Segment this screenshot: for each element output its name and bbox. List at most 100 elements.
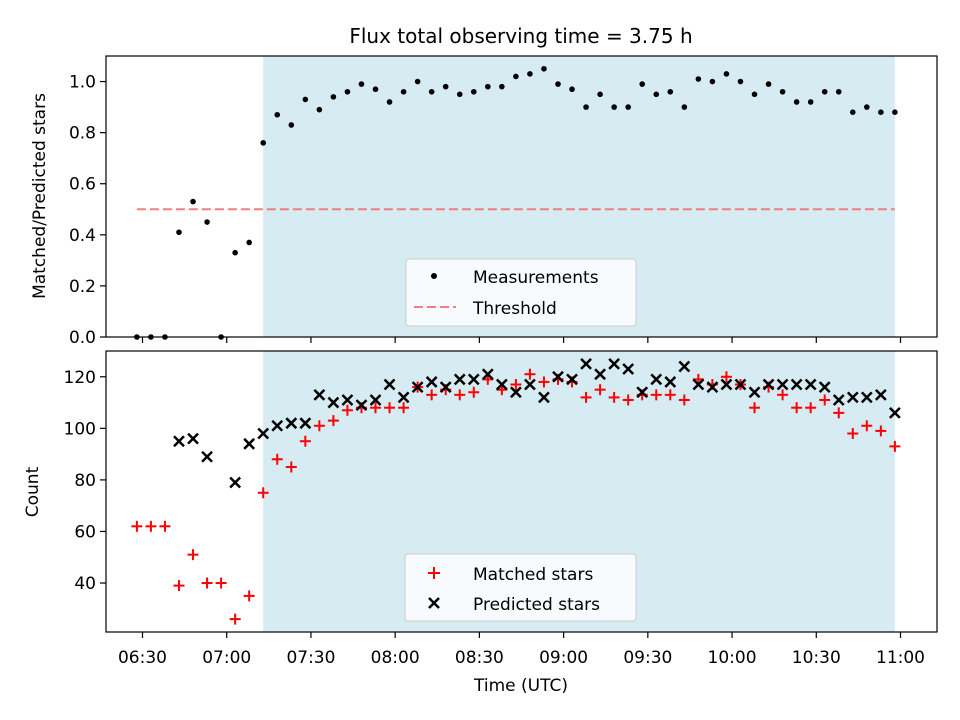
matched-star-point [833,407,845,419]
predicted-star-point [874,388,887,401]
matched-star-point [875,425,887,437]
matched-star-point [664,389,676,401]
predicted-star-point [383,378,396,391]
predicted-star-point [678,360,691,373]
matched-star-point [299,435,311,447]
predicted-star-point [734,378,747,391]
predicted-star-point [580,358,592,370]
top-y-axis-label: Matched/Predicted stars [30,93,50,299]
matched-star-point [131,520,143,532]
legend-measurements-marker [431,273,437,279]
measurement-point [358,81,365,87]
measurement-point [400,88,407,95]
matched-star-point [720,371,732,383]
top-y-tick-label: 0.2 [69,277,96,297]
matched-star-point [580,391,592,403]
legend-predicted-marker [428,597,440,609]
x-tick-label: 07:30 [286,648,335,668]
x-axis-label: Time (UTC) [473,676,568,696]
measurement-point [892,109,898,115]
measurement-point [442,83,449,90]
measurement-point [765,81,772,87]
predicted-star-point [355,399,368,412]
bottom-y-tick-label: 120 [64,368,96,388]
x-tick-label: 11:00 [876,648,925,668]
predicted-star-point [313,388,326,401]
measurement-point [779,88,786,95]
predicted-star-point [594,368,606,381]
predicted-star-point [762,378,775,391]
measurement-point [499,83,505,90]
legend-measurements-label: Measurements [473,268,599,288]
predicted-star-point [397,391,410,404]
predicted-star-point [804,378,817,391]
predicted-star-point [524,378,536,391]
measurement-point [456,91,463,98]
top-panel: 0.0 0.2 0.4 0.6 0.8 1.0 Matched/Predicted sta… [30,55,938,348]
matched-star-point [454,389,466,401]
measurement-point [667,88,674,95]
predicted-star-point [720,378,733,391]
measurement-point [260,140,267,146]
predicted-star-point [636,386,649,399]
matched-star-point [285,461,297,473]
measurement-point [288,122,295,128]
matched-star-point [229,613,241,625]
predicted-star-point [566,373,578,386]
predicted-star-point [299,417,312,430]
predicted-star-point [664,376,677,388]
x-tick-label: 10:30 [792,648,841,668]
measurement-point [428,88,435,95]
matched-star-point [594,384,606,396]
matched-star-point [538,376,550,388]
predicted-star-point [608,358,621,370]
predicted-star-point [889,406,901,419]
matched-star-point [327,415,339,427]
matched-star-point [201,577,213,589]
matched-star-point [805,402,817,414]
predicted-star-point [846,391,859,404]
predicted-star-point [776,378,789,391]
measurement-point [878,109,884,115]
measurement-point [709,78,716,85]
x-tick-label: 07:00 [202,648,251,668]
predicted-star-point [411,381,424,393]
bottom-y-tick-label: 80 [74,471,96,491]
legend-threshold-label: Threshold [472,299,557,319]
predicted-star-point [467,373,480,386]
chart-title: Flux total observing time = 3.75 h [349,24,692,48]
measurement-point [597,91,603,98]
legend-predicted-label: Predicted stars [473,595,600,615]
matched-star-point [384,402,396,414]
matched-star-point [187,549,199,561]
measurement-point [541,65,547,72]
measurement-point [414,78,421,85]
top-axes-frame [105,55,938,338]
predicted-star-point [818,381,831,393]
predicted-star-point [748,386,761,399]
matched-star-point [271,453,283,465]
top-y-tick-label: 0.4 [69,226,96,246]
bottom-y-tick-label: 40 [74,574,96,594]
predicted-star-point [650,373,663,386]
predicted-star-point [692,378,705,391]
measurement-point [835,88,842,95]
x-tick-label: 08:00 [371,648,420,668]
matched-star-point [819,394,831,406]
predicted-star-point [538,391,550,404]
matched-star-point [341,404,353,416]
predicted-star-point [510,386,522,399]
measurement-point [204,219,210,225]
top-y-tick-label: 0.6 [69,175,96,195]
measurement-point [611,104,617,110]
measurement-point [246,239,252,246]
matched-star-point [791,402,803,414]
measurement-point [176,229,182,236]
predicted-star-point [790,378,803,391]
measurement-point [302,96,309,103]
measurement-point [344,88,351,95]
legend-matched-marker [428,567,440,579]
measurement-point [274,111,281,118]
measurement-point [639,81,646,87]
x-tick-label: 08:30 [455,648,504,668]
